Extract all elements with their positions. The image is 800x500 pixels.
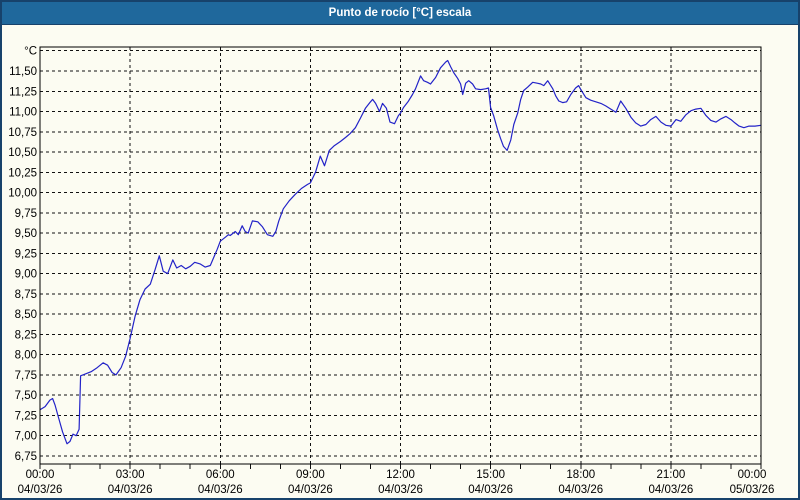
x-axis-time-label: 12:00: [386, 469, 415, 481]
y-axis-tick-label: 8,25: [15, 329, 37, 341]
y-axis-tick-label: 9,50: [15, 228, 37, 240]
y-axis-tick-label: 11,00: [9, 107, 37, 119]
y-axis-tick-label: 10,00: [8, 188, 37, 200]
y-axis-tick-label: 7,75: [15, 370, 37, 382]
x-axis-time-label: 18:00: [566, 469, 595, 481]
y-axis-tick-label: 7,50: [15, 390, 37, 402]
chart-area: 11,50 11,25 11,00 10,75 10,50 10,25 10,00 9,75 9…: [2, 25, 798, 498]
y-axis-tick-label: 10,50: [8, 147, 37, 159]
y-axis-tick-label: 10,25: [8, 167, 37, 179]
x-axis-date-label: 04/03/26: [18, 484, 63, 496]
x-axis-time-label: 06:00: [206, 469, 235, 481]
y-axis-tick-label: 8,75: [15, 289, 37, 301]
x-axis-date-label: 04/03/26: [288, 484, 333, 496]
x-axis-time-label: 00:00: [738, 469, 767, 481]
x-axis-date-label: 04/03/26: [468, 484, 513, 496]
y-axis-tick-label: 8,50: [15, 309, 37, 321]
y-axis-tick-label: 7,25: [15, 411, 37, 423]
x-axis-time-label: 09:00: [296, 469, 325, 481]
x-axis-date-label: 04/03/26: [108, 484, 153, 496]
x-axis-date-label: 04/03/26: [649, 484, 694, 496]
y-axis-tick-label: 9,75: [15, 208, 37, 220]
dew-point-series-line: [39, 59, 762, 445]
y-axis-tick-label: 9,25: [15, 248, 37, 260]
gridlines: [40, 47, 761, 464]
plot-border: [39, 46, 762, 465]
x-axis-date-label: 04/03/26: [378, 484, 423, 496]
title-bar: Punto de rocío [°C] escala: [2, 2, 798, 25]
y-axis-tick-label: 6,75: [15, 451, 37, 463]
x-axis-time-label: 00:00: [26, 469, 55, 481]
y-axis-tick-label: 11,50: [9, 66, 37, 78]
x-axis-time-label: 15:00: [476, 469, 505, 481]
x-axis-time-label: 03:00: [116, 469, 145, 481]
dew-point-chart: 11,50 11,25 11,00 10,75 10,50 10,25 10,00 9,75 9…: [8, 46, 774, 496]
y-axis-tick-label: 7,00: [15, 431, 37, 443]
y-axis-tick-label: 9,00: [15, 269, 37, 281]
y-axis-unit-label: °C: [24, 46, 37, 58]
x-axis-time-label: 21:00: [657, 469, 686, 481]
x-axis-date-label: 04/03/26: [558, 484, 603, 496]
axis-ticks: [39, 464, 762, 469]
y-axis-tick-label: 8,00: [15, 350, 37, 362]
page-title: Punto de rocío [°C] escala: [328, 7, 472, 19]
axis-labels: 11,50 11,25 11,00 10,75 10,50 10,25 10,00 9,75 9…: [8, 46, 774, 496]
x-axis-date-label: 04/03/26: [198, 484, 243, 496]
y-axis-tick-label: 11,25: [9, 86, 37, 98]
x-axis-date-label: 05/03/26: [730, 484, 775, 496]
y-axis-tick-label: 10,75: [8, 127, 37, 139]
